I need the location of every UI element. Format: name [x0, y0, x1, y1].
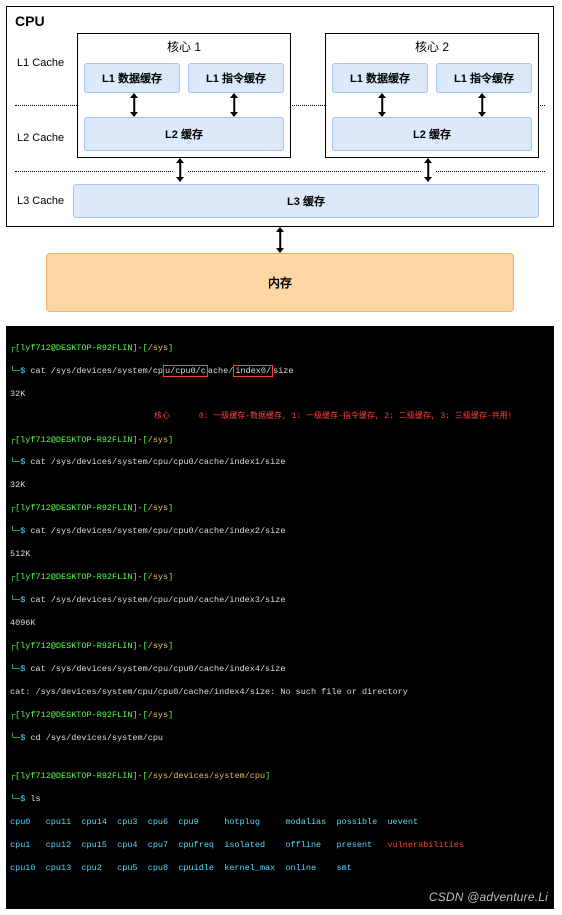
core-1: 核心 1 L1 数据缓存 L1 指令缓存	[77, 33, 291, 93]
core2-l1-inst: L1 指令缓存	[436, 63, 532, 93]
arrow-icon	[273, 227, 287, 253]
l3-cache: L3 缓存	[73, 184, 539, 218]
l3-row: L3 Cache L3 缓存	[15, 184, 545, 218]
arrow-icon	[173, 158, 187, 182]
arrow-icon	[127, 93, 141, 117]
l1-l2-arrow-row	[15, 93, 545, 117]
l2-l3-arrow-row	[15, 158, 545, 184]
l2-row: L2 Cache L2 缓存 L2 缓存	[15, 117, 545, 158]
terminal: ┌[lyf712@DESKTOP-R92FLIN]-[/sys] └─$ cat…	[6, 326, 554, 909]
watermark: CSDN @adventure.Li	[429, 889, 548, 905]
l1-row: L1 Cache 核心 1 L1 数据缓存 L1 指令缓存 核心 2 L1 数据…	[15, 33, 545, 93]
arrow-icon	[421, 158, 435, 182]
core1-l1-data: L1 数据缓存	[84, 63, 180, 93]
core1-l1-inst: L1 指令缓存	[188, 63, 284, 93]
core-area: 核心 1 L1 数据缓存 L1 指令缓存 核心 2 L1 数据缓存 L1 指令缓…	[73, 33, 545, 93]
l3-label: L3 Cache	[15, 184, 73, 218]
core2-l2: L2 缓存	[332, 117, 532, 151]
l2-label: L2 Cache	[15, 117, 73, 158]
arrow-icon	[475, 93, 489, 117]
memory-box: 内存	[46, 253, 514, 312]
core1-title: 核心 1	[78, 34, 290, 61]
arrow-icon	[375, 93, 389, 117]
arrow-icon	[227, 93, 241, 117]
ls-output: cpu0 cpu11 cpu14 cpu3 cpu6 cpu9 hotplug …	[10, 817, 550, 828]
core2-title: 核心 2	[326, 34, 538, 61]
l1-label: L1 Cache	[15, 33, 73, 93]
core2-l1-data: L1 数据缓存	[332, 63, 428, 93]
core-2: 核心 2 L1 数据缓存 L1 指令缓存	[325, 33, 539, 93]
cpu-container: CPU L1 Cache 核心 1 L1 数据缓存 L1 指令缓存 核心 2 L…	[6, 6, 554, 227]
annotation-text: 核心 0: 一级缓存-数据缓存, 1: 一级缓存-指令缓存, 2: 二级缓存, …	[10, 412, 550, 423]
cpu-title: CPU	[15, 13, 545, 29]
memory-area: 内存	[6, 227, 554, 312]
core1-l2: L2 缓存	[84, 117, 284, 151]
